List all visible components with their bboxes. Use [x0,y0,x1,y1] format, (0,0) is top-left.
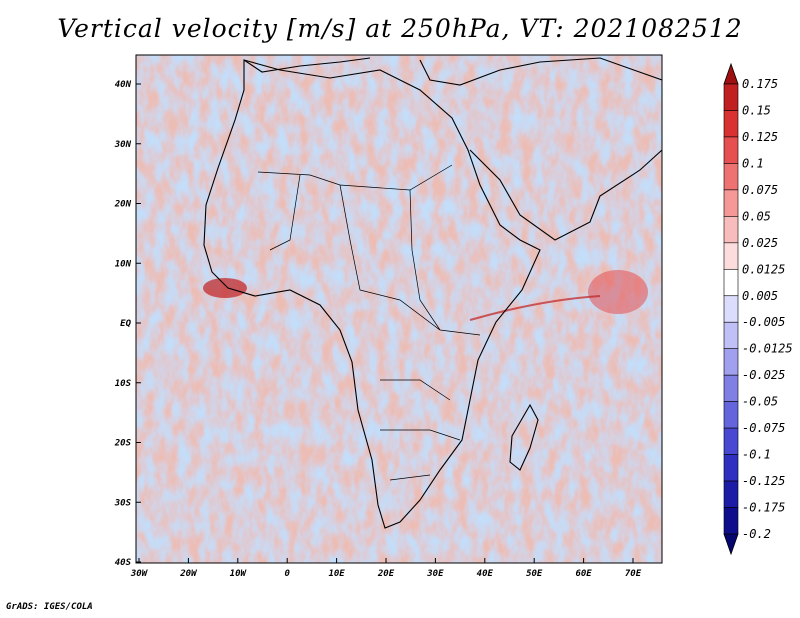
colorbar-swatch [723,401,739,429]
country-borders [257,164,481,481]
colorbar-label: 0.075 [742,183,778,197]
colorbar-swatch [723,295,739,323]
colorbar-swatch [723,189,739,217]
ascent-maximum-arabian-sea [588,270,648,314]
colorbar-swatch [723,242,739,270]
lon-tick-label: 60E [575,569,592,579]
colorbar-label: -0.1 [742,448,771,462]
map-panel [136,55,662,563]
colorbar-label: -0.2 [742,527,771,541]
colorbar-label: 0.025 [742,236,778,250]
ascent-maximum-west-africa [203,278,247,298]
colorbar-label: 0.0125 [742,262,785,276]
africa-coastline [203,59,541,529]
colorbar-swatch [723,507,739,535]
lat-tick-label: EQ [120,319,131,329]
lon-tick-label: 10E [328,569,345,579]
colorbar-label: -0.125 [742,474,785,488]
lat-tick-label: 20N [114,200,132,210]
colorbar-swatch [723,348,739,376]
colorbar: 0.175 0.15 0.125 0.1 0.075 0.05 0.025 0.0125 0.0… [723,62,793,556]
lat-tick-label: 30S [114,498,132,508]
lat-tick-label: 40S [115,558,132,568]
colorbar-swatch [723,427,739,455]
colorbar-swatch [723,136,739,164]
colorbar-label: -0.025 [742,368,785,382]
lat-tick-label: 30N [114,140,132,150]
colorbar-top-triangle [723,62,739,85]
colorbar-label: 0.15 [742,103,771,117]
colorbar-label: 0.005 [742,289,778,303]
madagascar-coastline [509,403,539,471]
lon-tick-label: 20W [179,569,198,579]
lat-tick-label: 20S [114,439,132,449]
lon-tick-label: 0 [284,569,290,579]
lon-tick-label: 40E [477,569,494,579]
colorbar-label: -0.0125 [742,342,793,356]
lon-tick-label: 20E [377,569,395,579]
colorbar-swatch [723,374,739,402]
colorbar-swatch [723,110,739,138]
colorbar-label: 0.05 [742,209,771,223]
colorbar-label: 0.125 [742,130,778,144]
colorbar-swatch [723,83,739,111]
colorbar-label: 0.1 [742,156,764,170]
lon-tick-label: 70E [625,569,642,579]
longitude-axis: 30W 20W 10W 0 10E 20E 30E 40E 50E 60E 70E [130,558,642,579]
colorbar-bottom-triangle [723,533,739,556]
colorbar-swatch [723,321,739,350]
vertical-velocity-field [136,55,662,563]
ascent-streak [469,295,601,321]
colorbar-swatch [723,454,739,482]
arabia-coastline [469,149,662,241]
lon-tick-label: 30E [426,569,444,579]
colorbar-label: -0.005 [742,315,785,329]
credit-label: GrADS: IGES/COLA [6,602,93,612]
colorbar-label: 0.175 [742,77,778,91]
europe-coastline [243,57,662,86]
lon-tick-label: 30W [130,569,149,579]
latitude-axis: 40N 30N 20N 10N EQ 10S 20S 30S 40S [114,80,141,568]
colorbar-label: -0.175 [742,501,785,515]
colorbar-label: -0.05 [742,395,778,409]
map-frame [135,54,663,564]
map-title: Vertical velocity [m/s] at 250hPa, VT: 2… [57,14,743,43]
lon-tick-label: 10W [230,569,248,579]
lon-tick-label: 50E [526,569,543,579]
lat-tick-label: 10N [115,259,132,269]
colorbar-swatch [723,480,739,508]
colorbar-swatch [723,163,739,191]
colorbar-swatch [723,216,739,244]
colorbar-swatch [723,268,739,297]
colorbar-label: -0.075 [742,421,785,435]
lat-tick-label: 40N [115,80,132,90]
lat-tick-label: 10S [115,379,132,389]
